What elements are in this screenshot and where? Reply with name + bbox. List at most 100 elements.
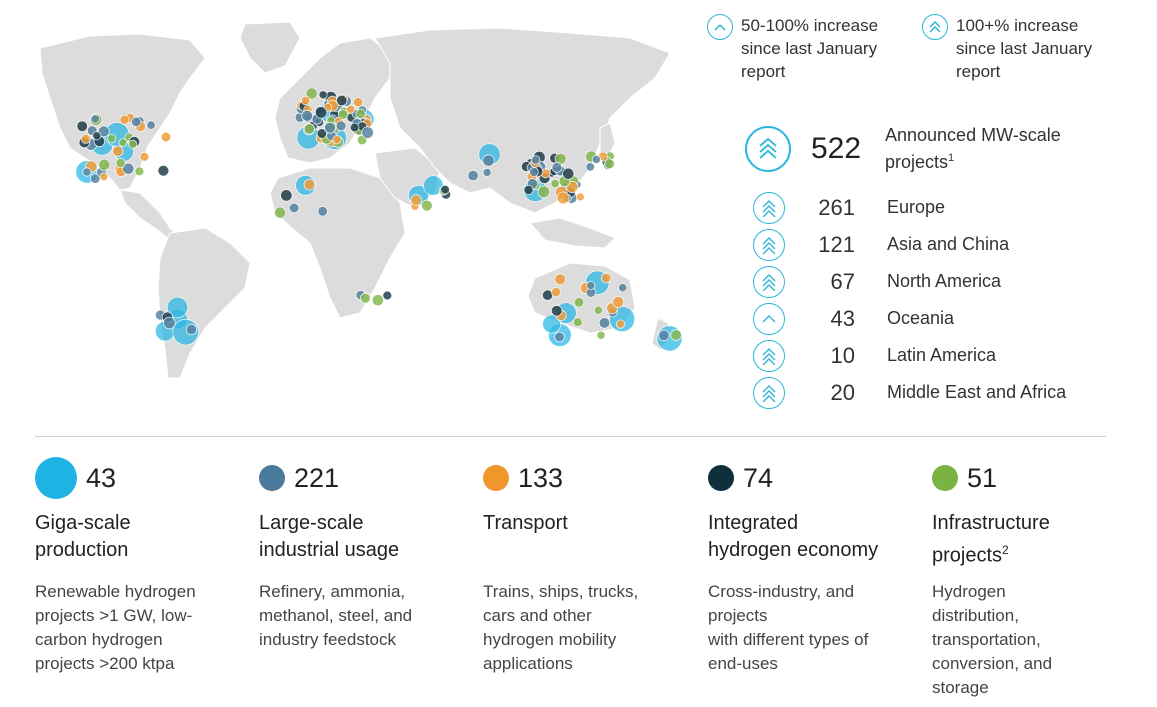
project-marker	[160, 131, 172, 143]
project-marker	[346, 104, 356, 114]
project-marker	[324, 121, 336, 134]
category-title-text: Integrated hydrogen economy	[708, 512, 879, 561]
project-marker	[303, 178, 316, 191]
project-marker	[130, 116, 142, 128]
project-marker	[316, 128, 328, 139]
total-projects: 522 Announced MW-scale projects1	[745, 124, 1061, 174]
southeast-asia-islands	[529, 217, 616, 249]
project-marker	[572, 317, 583, 328]
project-marker	[301, 95, 311, 106]
project-marker	[317, 206, 329, 217]
project-marker	[303, 123, 315, 135]
region-row: 261 Europe	[753, 189, 1066, 226]
project-marker	[157, 164, 170, 177]
project-marker	[550, 304, 563, 317]
japan-landmass	[599, 122, 616, 159]
single-chevron-icon	[707, 14, 733, 40]
project-marker	[604, 158, 615, 170]
region-row: 10 Latin America	[753, 337, 1066, 374]
project-marker	[98, 158, 111, 171]
category-title: Large-scale industrial usage	[259, 510, 474, 566]
project-marker	[305, 87, 318, 100]
project-marker	[371, 294, 384, 307]
region-count: 261	[818, 194, 855, 220]
project-marker	[482, 167, 492, 177]
category-title: Transport	[483, 510, 698, 566]
region-row: 20 Middle East and Africa	[753, 374, 1066, 411]
giga-project-marker	[166, 296, 189, 319]
region-count: 10	[830, 342, 855, 368]
region-row: 43 Oceania	[753, 300, 1066, 337]
project-marker	[80, 134, 91, 144]
region-count: 121	[818, 231, 855, 257]
total-label-text: Announced MW-scale projects	[885, 125, 1061, 172]
project-marker	[359, 292, 371, 304]
project-marker	[97, 125, 110, 138]
project-markers	[75, 87, 683, 352]
project-marker	[556, 191, 570, 205]
project-marker	[612, 295, 625, 308]
project-marker	[332, 135, 342, 145]
project-marker	[288, 202, 300, 214]
project-marker	[420, 199, 433, 212]
project-marker	[128, 139, 138, 149]
triple-chevron-icon	[753, 339, 785, 372]
category-dot-icon	[932, 465, 958, 491]
section-divider	[35, 436, 1106, 437]
project-marker	[554, 273, 567, 286]
category-title-text: Giga-scale production	[35, 512, 131, 561]
project-marker	[92, 131, 102, 141]
project-marker	[335, 94, 348, 107]
project-marker	[134, 166, 145, 177]
project-marker	[335, 120, 347, 132]
project-marker	[551, 161, 563, 173]
project-marker	[107, 134, 117, 144]
project-marker	[562, 167, 575, 180]
category-dot-icon	[483, 465, 509, 491]
project-marker	[410, 194, 422, 206]
category-industrial: 221 Large-scale industrial usage Refinery,…	[259, 458, 474, 652]
region-count: 67	[830, 268, 855, 294]
project-marker	[440, 184, 450, 195]
project-marker	[530, 155, 541, 165]
category-count: 74	[743, 462, 774, 493]
project-marker	[573, 296, 585, 308]
region-name: North America	[887, 271, 1002, 291]
category-dot-icon	[35, 457, 77, 499]
project-marker	[670, 329, 682, 341]
category-dot-icon	[259, 465, 285, 491]
project-marker	[274, 206, 287, 219]
category-count: 51	[967, 462, 998, 493]
project-marker	[382, 290, 393, 301]
project-marker	[528, 167, 539, 178]
project-marker	[280, 189, 293, 202]
category-footnote: 2	[1002, 543, 1009, 557]
project-marker	[90, 114, 100, 124]
region-name: Middle East and Africa	[887, 382, 1067, 402]
category-title: Integrated hydrogen economy	[708, 510, 923, 566]
giga-project-marker	[542, 314, 562, 334]
project-marker	[596, 330, 606, 340]
project-marker	[585, 162, 596, 172]
single-chevron-icon	[753, 302, 785, 335]
triple-chevron-icon	[753, 265, 785, 298]
greenland-landmass	[239, 21, 301, 74]
category-count: 221	[294, 462, 340, 493]
project-marker	[550, 178, 560, 189]
project-marker	[355, 108, 366, 120]
project-marker	[537, 185, 551, 199]
triple-chevron-icon	[753, 228, 785, 261]
category-giga: 43 Giga-scale production Renewable hydroge…	[35, 457, 250, 676]
category-title-text: Transport	[483, 512, 568, 534]
triple-chevron-icon	[753, 191, 785, 224]
project-marker	[523, 184, 534, 195]
region-count: 43	[830, 305, 855, 331]
project-marker	[658, 329, 670, 342]
category-infrastructure: 51 Infrastructure projects2 Hydrogen distr…	[932, 458, 1147, 700]
category-count: 133	[518, 462, 564, 493]
project-marker	[139, 151, 150, 162]
project-marker	[185, 323, 197, 336]
legend-mid-increase-label: 50-100% increase since last January repo…	[741, 16, 879, 81]
category-transport: 133 Transport Trains, ships, trucks, cars …	[483, 458, 698, 676]
region-row: 121 Asia and China	[753, 226, 1066, 263]
